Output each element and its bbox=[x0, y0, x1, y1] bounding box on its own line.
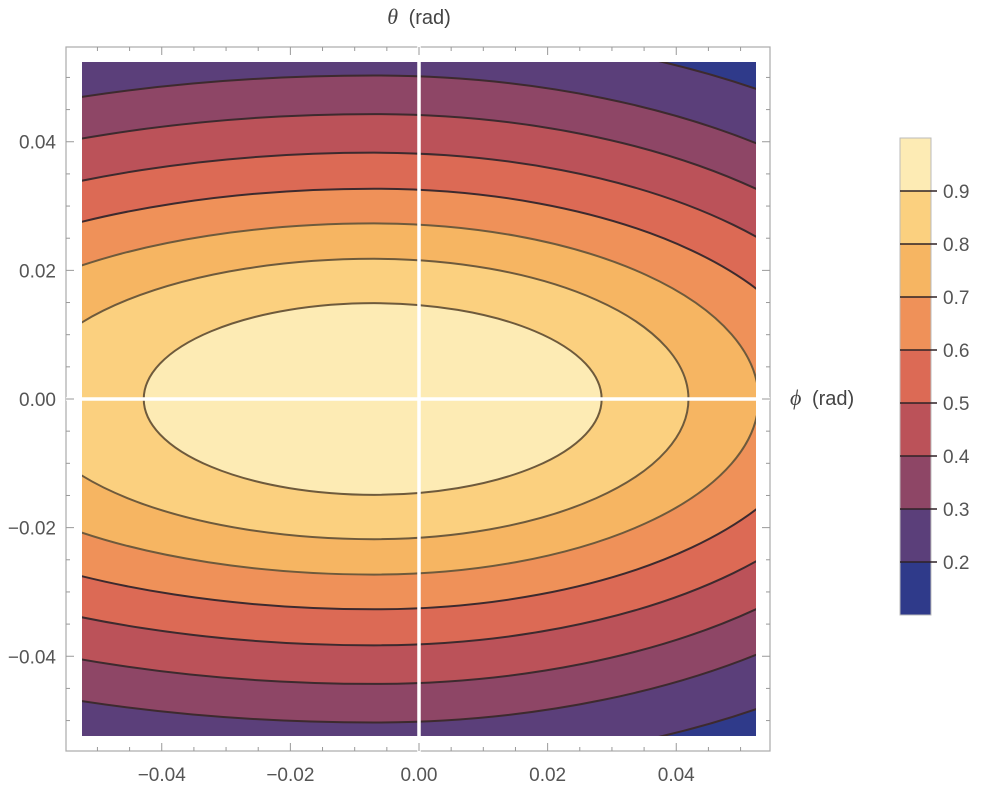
legend-label: 0.9 bbox=[943, 182, 969, 203]
legend-label: 0.5 bbox=[943, 394, 969, 415]
y-axis-unit: (rad) bbox=[409, 7, 451, 29]
y-tick-label: −0.02 bbox=[8, 519, 56, 540]
frame-ticks bbox=[66, 47, 770, 751]
x-tick-label: 0.04 bbox=[658, 765, 695, 786]
legend-swatch bbox=[900, 350, 931, 403]
x-tick-label: −0.04 bbox=[138, 765, 187, 786]
x-tick-label: 0.02 bbox=[529, 765, 566, 786]
x-axis-title: ϕ (rad) bbox=[790, 385, 854, 410]
legend-swatch bbox=[900, 244, 931, 297]
tick-labels: −0.04 −0.02 0.00 0.02 0.04 −0.04 −0.02 0.00 0.02… bbox=[8, 133, 695, 786]
legend-swatch bbox=[900, 297, 931, 350]
legend-label: 0.8 bbox=[943, 235, 969, 256]
legend-label: 0.2 bbox=[943, 553, 969, 574]
legend-swatch bbox=[900, 138, 931, 191]
y-tick-label: 0.00 bbox=[19, 390, 56, 411]
contour-line-0.7 bbox=[82, 222, 756, 576]
y-axis-symbol: θ bbox=[387, 4, 398, 29]
color-legend: 0.2 0.3 0.4 0.5 0.6 0.7 0.8 0.9 bbox=[899, 137, 970, 616]
x-tick-label: 0.00 bbox=[401, 765, 438, 786]
x-axis-symbol: ϕ bbox=[790, 385, 801, 410]
y-axis-title: θ (rad) bbox=[387, 4, 451, 29]
x-axis-unit: (rad) bbox=[812, 388, 854, 410]
legend-swatch bbox=[900, 509, 931, 562]
legend-label: 0.7 bbox=[943, 288, 969, 309]
legend-frame bbox=[899, 137, 932, 616]
y-tick-label: 0.04 bbox=[19, 133, 56, 154]
legend-swatch bbox=[900, 562, 931, 615]
legend-label: 0.3 bbox=[943, 500, 969, 521]
legend-label: 0.6 bbox=[943, 341, 969, 362]
axes-cross bbox=[66, 46, 770, 752]
y-tick-label: −0.04 bbox=[8, 647, 57, 668]
legend-label: 0.4 bbox=[943, 447, 970, 468]
legend-swatch bbox=[900, 456, 931, 509]
y-tick-label: 0.02 bbox=[19, 261, 56, 282]
x-tick-label: −0.02 bbox=[266, 765, 314, 786]
legend-swatch bbox=[900, 403, 931, 456]
legend-swatch bbox=[900, 191, 931, 244]
contour-line-0.6 bbox=[82, 187, 756, 611]
